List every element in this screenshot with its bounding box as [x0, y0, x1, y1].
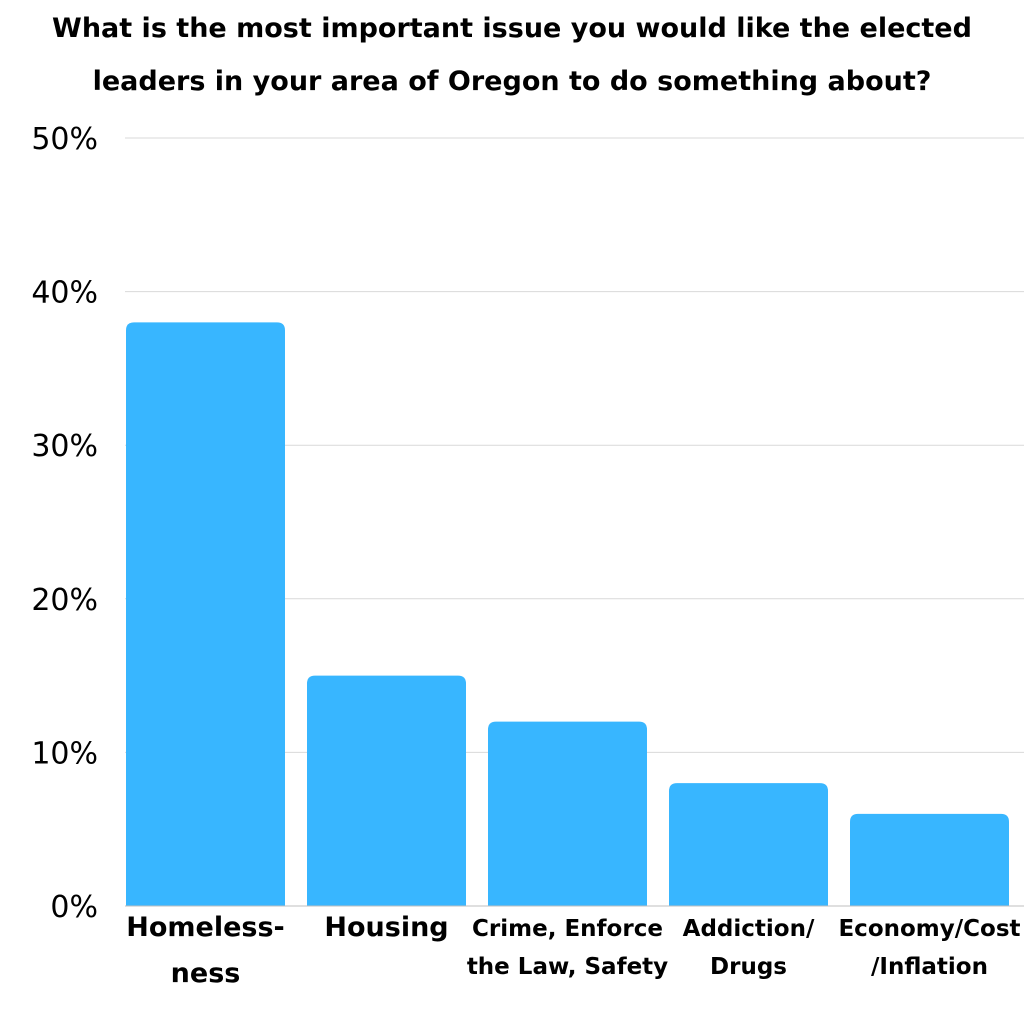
- bar-2: [307, 675, 466, 906]
- bar-4: [669, 783, 828, 906]
- x-tick-label: Drugs: [710, 954, 787, 980]
- bar-5: [850, 813, 1009, 906]
- y-tick-label: 30%: [31, 429, 98, 464]
- y-tick-label: 10%: [31, 736, 98, 771]
- x-tick-label: Addiction/: [683, 916, 815, 942]
- y-tick-label: 50%: [31, 122, 98, 157]
- title-line: leaders in your area of Oregon to do som…: [92, 66, 932, 97]
- x-tick-label: Homeless-: [126, 912, 285, 943]
- x-tick-label: the Law, Safety: [467, 954, 668, 980]
- x-tick-label: /Inflation: [871, 954, 988, 980]
- x-tick-label: ness: [171, 958, 241, 989]
- x-tick-label: Crime, Enforce: [472, 916, 663, 942]
- x-tick-label: Housing: [324, 912, 448, 943]
- y-tick-label: 20%: [31, 583, 98, 618]
- bar-3: [488, 721, 647, 906]
- x-tick-label: Economy/Cost: [838, 916, 1020, 942]
- y-tick-label: 0%: [50, 890, 98, 925]
- bar-1: [126, 322, 285, 906]
- y-tick-label: 40%: [31, 276, 98, 311]
- title-line: What is the most important issue you wou…: [52, 13, 972, 44]
- chart-title: What is the most important issue you wou…: [0, 2, 1024, 108]
